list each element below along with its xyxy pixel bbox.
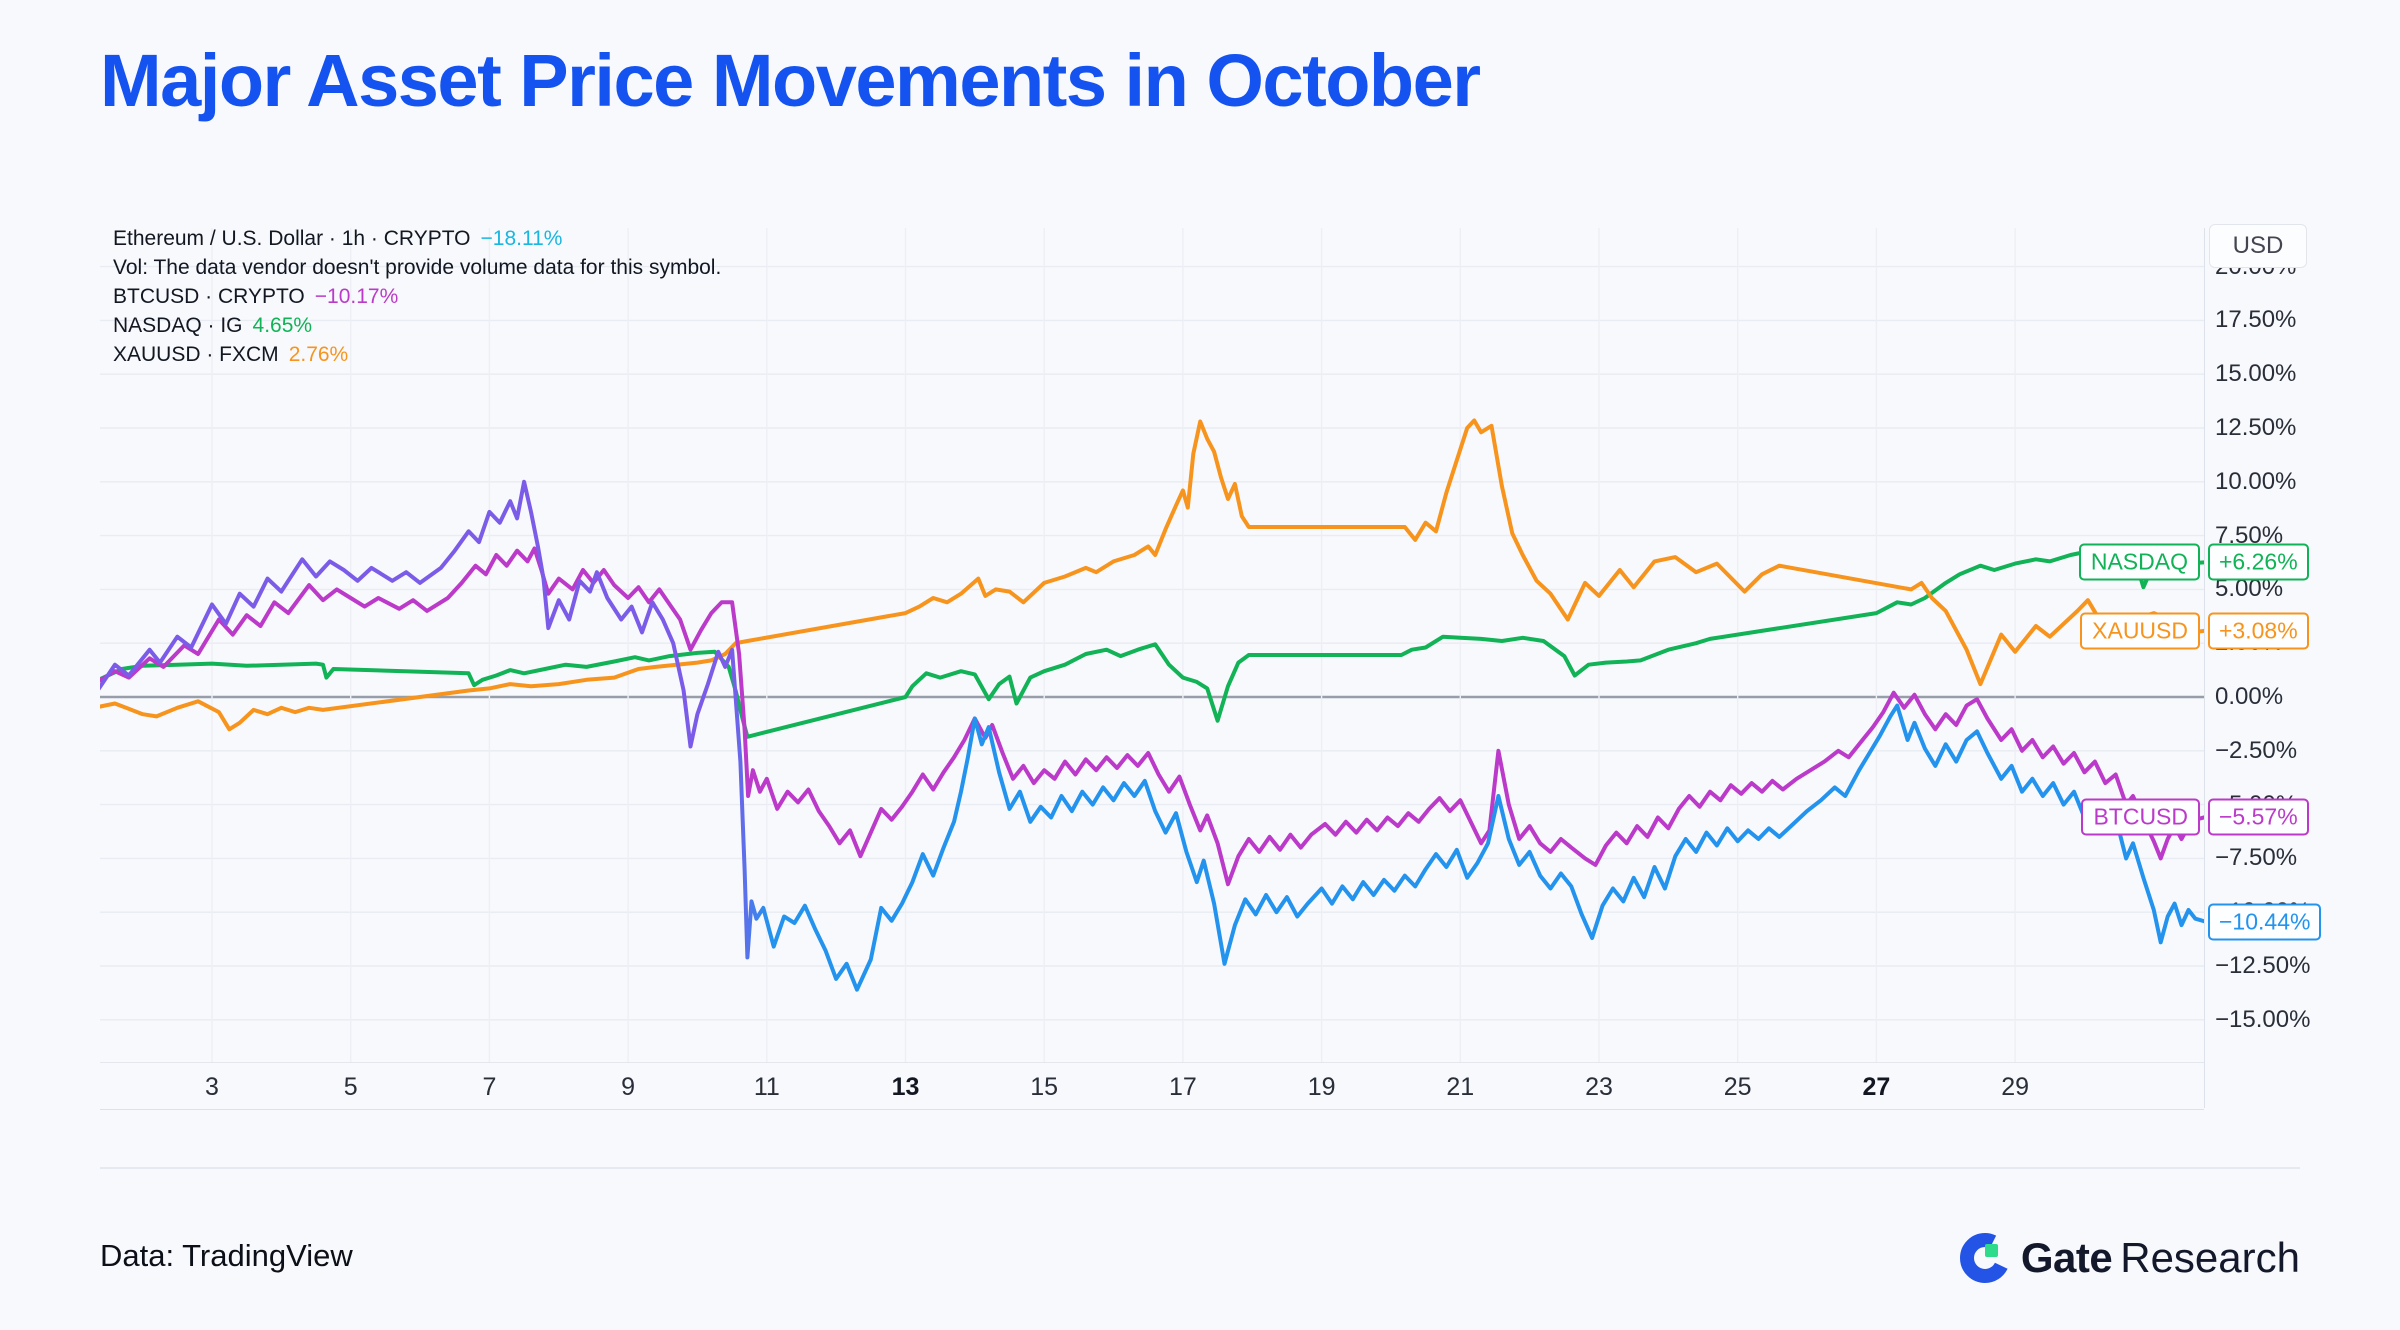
y-axis-tick: 12.50%	[2215, 414, 2297, 441]
symbol-badge-nasdaq[interactable]: NASDAQ	[2078, 543, 2200, 581]
time-axis[interactable]: 3 5 7 9 11 13 15 17 19 21 23 25 27 29	[100, 1063, 2204, 1110]
symbol-badge-btcusd[interactable]: BTCUSD	[2081, 798, 2200, 836]
x-axis-tick: 29	[2001, 1073, 2029, 1101]
chart-canvas[interactable]	[100, 228, 2204, 1063]
y-axis-tick: 0.00%	[2215, 683, 2284, 710]
x-axis-tick: 19	[1307, 1073, 1336, 1101]
x-axis-tick: 11	[753, 1073, 780, 1101]
chart-legend[interactable]: Ethereum / U.S. Dollar · 1h · CRYPTO −18.…	[113, 224, 721, 369]
x-axis-tick: 3	[205, 1073, 219, 1101]
legend-row-2[interactable]: BTCUSD · CRYPTO −10.17%	[113, 282, 721, 311]
footer-divider	[100, 1167, 2300, 1169]
legend-label: NASDAQ · IG	[113, 314, 243, 337]
x-axis-tick: 7	[482, 1073, 497, 1101]
y-axis-tick: −15.00%	[2215, 1005, 2311, 1033]
x-axis-tick: 21	[1446, 1073, 1475, 1101]
legend-label: XAUUSD · FXCM	[113, 343, 279, 366]
page-title: Major Asset Price Movements in October	[100, 39, 1481, 122]
y-axis-tick: 15.00%	[2215, 360, 2297, 388]
legend-label: Ethereum / U.S. Dollar · 1h · CRYPTO	[113, 227, 471, 250]
x-axis-tick: 25	[1723, 1073, 1752, 1101]
legend-row-0[interactable]: Ethereum / U.S. Dollar · 1h · CRYPTO −18.…	[113, 224, 721, 253]
legend-change-value: 2.76%	[288, 343, 349, 366]
price-badge-xauusd[interactable]: +3.08%	[2208, 612, 2309, 650]
price-badge-btcusd[interactable]: −5.57%	[2208, 798, 2309, 836]
x-axis-tick: 9	[621, 1073, 636, 1101]
y-axis-tick: −12.50%	[2215, 952, 2311, 979]
legend-change-value: −10.17%	[314, 285, 399, 308]
price-axis[interactable]: USD 20.00%17.50%15.00%12.50%10.00%7.50%5…	[2204, 224, 2400, 1108]
y-axis-tick: −7.50%	[2215, 844, 2298, 872]
brand-name-bold: Gate	[2020, 1234, 2113, 1281]
legend-change-value: 4.65%	[252, 314, 313, 337]
x-axis-tick: 17	[1168, 1073, 1197, 1101]
x-axis-tick: 5	[343, 1073, 358, 1101]
y-axis-tick: 17.50%	[2215, 306, 2297, 334]
brand-name-regular: Research	[2120, 1234, 2300, 1281]
legend-change-value: −18.11%	[480, 227, 563, 250]
data-source-label: Data: TradingView	[100, 1238, 353, 1273]
price-chart-plot[interactable]	[100, 228, 2204, 1063]
symbol-badge-xauusd[interactable]: XAUUSD	[2080, 612, 2200, 650]
series-line-xauusd[interactable]	[100, 418, 2204, 732]
legend-row-1[interactable]: Vol: The data vendor doesn't provide vol…	[113, 253, 721, 282]
brand-logo: Gate Research	[1959, 1232, 2300, 1284]
legend-row-4[interactable]: XAUUSD · FXCM 2.76%	[113, 340, 721, 369]
brand-name: Gate Research	[2021, 1234, 2300, 1282]
axis-unit-label: USD	[2232, 232, 2284, 259]
series-line-nasdaq[interactable]	[100, 546, 2204, 739]
x-axis-tick: 15	[1030, 1073, 1059, 1101]
price-badge-ethusd[interactable]: −10.44%	[2208, 903, 2322, 941]
y-axis-tick: 10.00%	[2215, 467, 2297, 495]
price-badge-nasdaq[interactable]: +6.26%	[2208, 543, 2309, 581]
y-axis-tick: −2.50%	[2215, 736, 2298, 764]
series-line-ethusd[interactable]	[100, 479, 2204, 992]
x-axis-tick: 13	[891, 1073, 920, 1101]
legend-row-3[interactable]: NASDAQ · IG 4.65%	[113, 311, 721, 340]
legend-label: BTCUSD · CRYPTO	[113, 285, 305, 308]
axis-unit-selector[interactable]: USD	[2209, 224, 2307, 268]
x-axis-tick: 23	[1585, 1073, 1613, 1101]
gate-logo-icon	[1959, 1233, 2010, 1283]
x-axis-tick: 27	[1862, 1073, 1891, 1101]
legend-label: Vol: The data vendor doesn't provide vol…	[113, 256, 722, 279]
